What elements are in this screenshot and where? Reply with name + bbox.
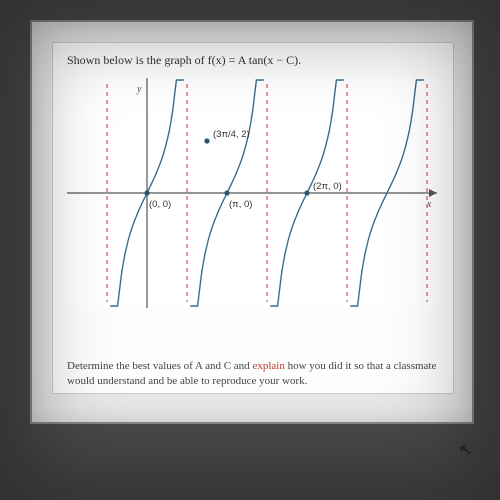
svg-text:(2π, 0): (2π, 0) — [313, 181, 342, 192]
problem-box: Shown below is the graph of f(x) = A tan… — [52, 42, 454, 394]
screen-frame: Shown below is the graph of f(x) = A tan… — [30, 20, 474, 424]
svg-text:(3π/4, 2): (3π/4, 2) — [213, 129, 250, 140]
question-text: Determine the best values of A and C and… — [67, 359, 439, 389]
cursor-glyph: ↖ — [457, 441, 473, 460]
q-pre: Determine the best values of A and C and — [67, 360, 252, 372]
mouse-cursor-icon: ↖ — [457, 439, 474, 461]
prompt-line: Shown below is the graph of f(x) = A tan… — [67, 53, 301, 67]
svg-text:y: y — [136, 84, 142, 95]
graph-svg: yx(0, 0)(3π/4, 2)(π, 0)(2π, 0) — [67, 78, 437, 308]
q-hl: explain — [252, 360, 284, 372]
svg-text:(0, 0): (0, 0) — [149, 199, 171, 210]
svg-text:(π, 0): (π, 0) — [229, 199, 252, 210]
tan-graph: yx(0, 0)(3π/4, 2)(π, 0)(2π, 0) — [67, 78, 437, 308]
prompt-text: Shown below is the graph of f(x) = A tan… — [53, 43, 453, 74]
